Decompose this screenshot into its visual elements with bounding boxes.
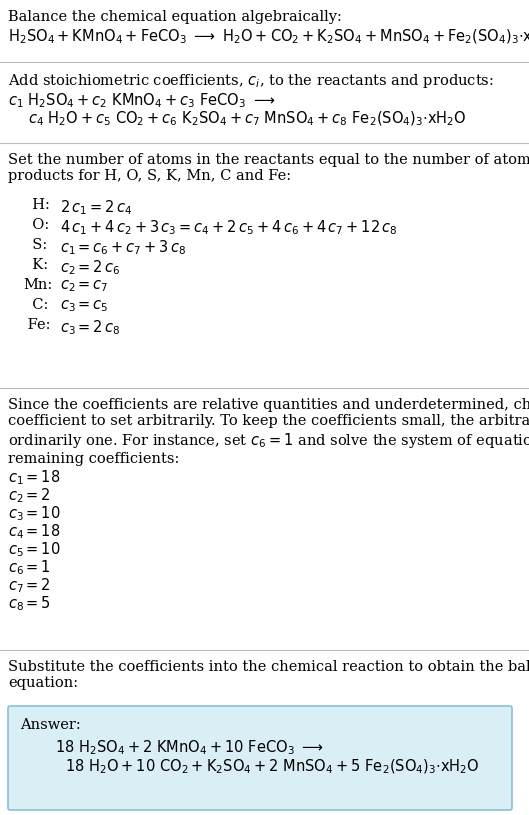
Text: $c_2 = c_7$: $c_2 = c_7$ [60,278,108,293]
Text: $18\ \mathrm{H_2O} + 10\ \mathrm{CO_2} + \mathrm{K_2SO_4} + 2\ \mathrm{MnSO_4} +: $18\ \mathrm{H_2O} + 10\ \mathrm{CO_2} +… [65,758,480,777]
Text: $4\,c_1 + 4\,c_2 + 3\,c_3 = c_4 + 2\,c_5 + 4\,c_6 + 4\,c_7 + 12\,c_8$: $4\,c_1 + 4\,c_2 + 3\,c_3 = c_4 + 2\,c_5… [60,218,398,236]
Text: S:: S: [23,238,47,252]
Text: $c_7 = 2$: $c_7 = 2$ [8,576,51,595]
Text: O:: O: [23,218,49,232]
Text: $c_4 = 18$: $c_4 = 18$ [8,522,60,540]
FancyBboxPatch shape [8,706,512,810]
Text: Since the coefficients are relative quantities and underdetermined, choose a
coe: Since the coefficients are relative quan… [8,398,529,466]
Text: Mn:: Mn: [23,278,52,292]
Text: Add stoichiometric coefficients, $c_i$, to the reactants and products:: Add stoichiometric coefficients, $c_i$, … [8,72,494,90]
Text: $c_1 = c_6 + c_7 + 3\,c_8$: $c_1 = c_6 + c_7 + 3\,c_8$ [60,238,186,257]
Text: C:: C: [23,298,48,312]
Text: K:: K: [23,258,48,272]
Text: Answer:: Answer: [20,718,81,732]
Text: $c_3 = c_5$: $c_3 = c_5$ [60,298,108,314]
Text: Substitute the coefficients into the chemical reaction to obtain the balanced
eq: Substitute the coefficients into the che… [8,660,529,690]
Text: $c_2 = 2\,c_6$: $c_2 = 2\,c_6$ [60,258,121,277]
Text: $2\,c_1 = 2\,c_4$: $2\,c_1 = 2\,c_4$ [60,198,132,217]
Text: Fe:: Fe: [23,318,50,332]
Text: H:: H: [23,198,50,212]
Text: Balance the chemical equation algebraically:: Balance the chemical equation algebraica… [8,10,342,24]
Text: $c_3 = 10$: $c_3 = 10$ [8,504,61,522]
Text: $c_3 = 2\,c_8$: $c_3 = 2\,c_8$ [60,318,121,337]
Text: $c_5 = 10$: $c_5 = 10$ [8,540,61,559]
Text: Set the number of atoms in the reactants equal to the number of atoms in the
pro: Set the number of atoms in the reactants… [8,153,529,183]
Text: $\mathrm{H_2SO_4} + \mathrm{KMnO_4} + \mathrm{FeCO_3}$$\ \longrightarrow\ $$\mat: $\mathrm{H_2SO_4} + \mathrm{KMnO_4} + \m… [8,28,529,46]
Text: $c_1 = 18$: $c_1 = 18$ [8,468,60,487]
Text: $c_1\ \mathrm{H_2SO_4} + c_2\ \mathrm{KMnO_4} + c_3\ \mathrm{FeCO_3}\ \longright: $c_1\ \mathrm{H_2SO_4} + c_2\ \mathrm{KM… [8,91,276,110]
Text: $c_2 = 2$: $c_2 = 2$ [8,486,51,504]
Text: $18\ \mathrm{H_2SO_4} + 2\ \mathrm{KMnO_4} + 10\ \mathrm{FeCO_3}\ \longrightarro: $18\ \mathrm{H_2SO_4} + 2\ \mathrm{KMnO_… [55,738,324,756]
Text: $c_6 = 1$: $c_6 = 1$ [8,558,51,577]
Text: $c_4\ \mathrm{H_2O} + c_5\ \mathrm{CO_2} + c_6\ \mathrm{K_2SO_4} + c_7\ \mathrm{: $c_4\ \mathrm{H_2O} + c_5\ \mathrm{CO_2}… [28,110,467,129]
Text: $c_8 = 5$: $c_8 = 5$ [8,594,51,613]
